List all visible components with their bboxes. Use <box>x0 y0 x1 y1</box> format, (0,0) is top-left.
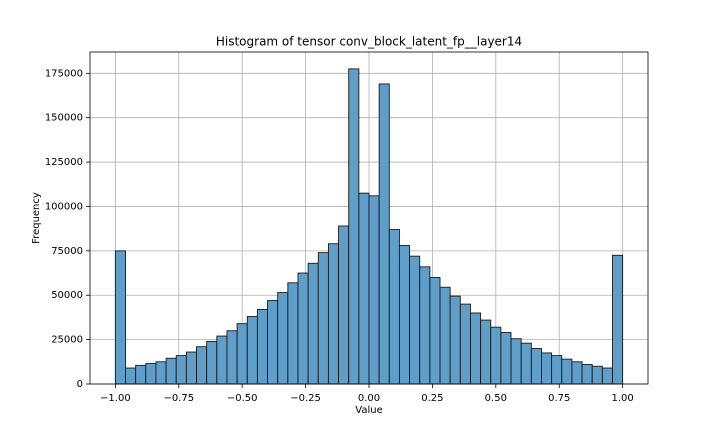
x-tick-label: 0.25 <box>421 393 443 404</box>
y-tick-label: 25000 <box>51 335 83 346</box>
x-tick-label: −0.50 <box>227 393 258 404</box>
bar <box>155 361 167 385</box>
bar <box>226 330 238 385</box>
x-tick-label: 0.00 <box>358 393 380 404</box>
y-axis-label: Frequency <box>31 192 42 244</box>
bar <box>236 323 248 385</box>
bar <box>246 316 258 385</box>
bar <box>551 355 563 385</box>
bar <box>287 282 299 385</box>
bar <box>358 192 370 385</box>
bar <box>398 245 411 385</box>
chart-title: Histogram of tensor conv_block_latent_fp… <box>216 35 522 49</box>
bar <box>470 312 482 385</box>
bar <box>338 225 350 385</box>
bar <box>612 254 624 385</box>
bar <box>307 262 319 385</box>
y-tick-label: 100000 <box>45 201 83 212</box>
x-axis-label: Value <box>355 405 382 416</box>
x-tick-label: −0.25 <box>290 393 321 404</box>
bar <box>277 292 289 385</box>
bar <box>378 83 390 385</box>
bar <box>165 357 177 385</box>
x-tick-label: −1.00 <box>100 393 131 404</box>
bar <box>388 229 400 385</box>
bar <box>601 367 613 385</box>
bar <box>500 332 512 385</box>
y-tick-label: 150000 <box>45 113 83 124</box>
bar <box>449 295 461 385</box>
bar <box>206 340 218 385</box>
y-tick-label: 0 <box>77 379 83 390</box>
bar <box>216 335 228 385</box>
bar <box>267 300 279 385</box>
x-tick-label: 1.00 <box>612 393 634 404</box>
bar <box>317 252 329 385</box>
bar <box>196 346 208 385</box>
bar <box>480 319 492 385</box>
bar <box>591 365 603 385</box>
bar <box>520 342 532 385</box>
bar <box>297 272 309 385</box>
bar <box>571 361 583 385</box>
y-tick-label: 125000 <box>45 157 83 168</box>
plot-frame <box>89 51 649 385</box>
bar <box>490 326 502 385</box>
x-tick-label: −0.75 <box>163 393 194 404</box>
bar <box>114 250 126 385</box>
bar <box>368 195 380 385</box>
bar <box>581 364 593 385</box>
bar <box>419 266 431 385</box>
bar <box>409 255 421 385</box>
bar <box>256 308 268 385</box>
bar <box>510 338 522 385</box>
bar <box>175 355 187 385</box>
bar <box>459 303 471 385</box>
bar <box>145 363 157 385</box>
bar <box>530 348 542 385</box>
bar <box>125 367 137 385</box>
bar <box>348 68 360 385</box>
bar <box>429 277 441 385</box>
y-tick-label: 75000 <box>51 246 83 257</box>
x-tick-label: 0.50 <box>485 393 507 404</box>
x-tick-label: 0.75 <box>548 393 570 404</box>
y-tick-label: 50000 <box>51 290 83 301</box>
y-tick-label: 175000 <box>45 68 83 79</box>
bar <box>561 358 573 385</box>
bar <box>541 352 553 385</box>
bar <box>185 351 197 385</box>
bar <box>439 286 451 385</box>
bar <box>327 243 340 385</box>
bar <box>135 364 147 385</box>
